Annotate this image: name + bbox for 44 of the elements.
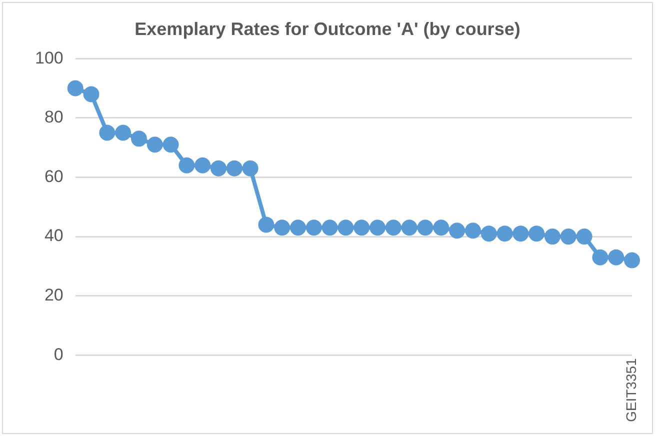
point xyxy=(99,124,116,141)
point xyxy=(115,124,132,141)
point xyxy=(242,160,258,176)
point xyxy=(560,228,576,245)
point xyxy=(592,249,608,266)
point xyxy=(322,220,338,236)
point xyxy=(290,220,306,236)
point xyxy=(417,220,434,236)
y-tick-label: 40 xyxy=(44,226,64,246)
point xyxy=(624,252,640,268)
point xyxy=(130,130,147,147)
point xyxy=(354,220,370,236)
point xyxy=(480,226,497,242)
point xyxy=(258,216,274,233)
y-tick-label: 100 xyxy=(34,48,64,68)
y-tick-label: 60 xyxy=(44,166,64,186)
point xyxy=(83,86,100,102)
y-tick-label: 20 xyxy=(44,286,64,305)
point xyxy=(146,136,163,153)
point xyxy=(433,220,450,236)
point xyxy=(576,228,592,245)
point xyxy=(226,160,242,176)
point xyxy=(464,222,481,239)
point xyxy=(194,157,211,174)
y-tick-label: 80 xyxy=(44,108,64,127)
point xyxy=(306,220,322,236)
point xyxy=(528,226,545,242)
point xyxy=(370,220,386,236)
point xyxy=(67,80,84,96)
point xyxy=(210,160,226,176)
point xyxy=(401,220,418,236)
point xyxy=(512,226,529,242)
point xyxy=(385,220,402,236)
point xyxy=(338,220,354,236)
point xyxy=(162,136,179,153)
point xyxy=(496,226,513,242)
point xyxy=(449,222,466,239)
x-tick-label: GEIT3351 xyxy=(622,358,639,422)
point xyxy=(178,157,195,174)
point xyxy=(274,220,290,236)
point xyxy=(544,228,560,245)
point xyxy=(608,249,624,266)
y-tick-label: 0 xyxy=(54,344,64,364)
chart-title: Exemplary Rates for Outcome 'A' (by course) xyxy=(134,18,520,39)
